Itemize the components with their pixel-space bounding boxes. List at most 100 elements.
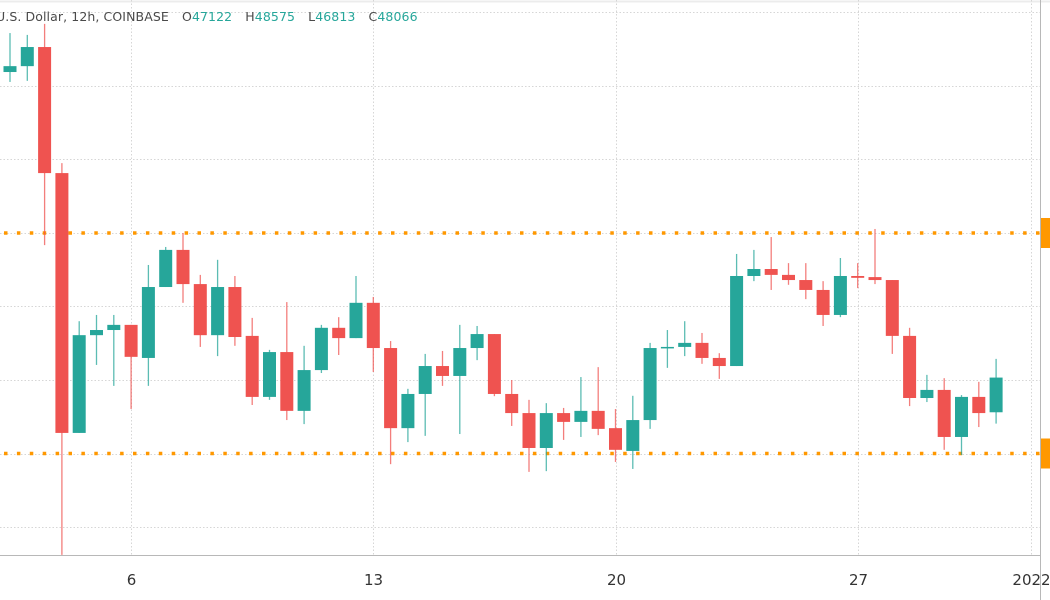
candle-body <box>643 348 657 421</box>
candle-body <box>920 389 934 399</box>
candle[interactable] <box>297 345 311 425</box>
candle[interactable] <box>20 34 34 81</box>
candle[interactable] <box>920 374 934 403</box>
x-tick-label: 20 <box>607 571 626 589</box>
candle[interactable] <box>955 395 968 455</box>
candle[interactable] <box>124 324 138 410</box>
candle[interactable] <box>487 334 501 397</box>
candle[interactable] <box>211 259 225 357</box>
grid <box>0 0 1040 555</box>
candle[interactable] <box>401 388 415 443</box>
candle[interactable] <box>851 263 865 289</box>
open-label: O <box>181 9 192 24</box>
candle-body <box>972 396 986 414</box>
candle[interactable] <box>72 321 86 433</box>
candle[interactable] <box>695 332 709 364</box>
candle[interactable] <box>436 350 449 386</box>
candle-body <box>436 366 449 376</box>
candle-body <box>418 366 432 394</box>
candle[interactable] <box>591 367 605 436</box>
candle-body <box>366 302 380 349</box>
candle[interactable] <box>193 274 207 347</box>
candle[interactable] <box>245 317 259 405</box>
candle-body <box>453 348 467 376</box>
candle-body <box>228 287 242 338</box>
candle-body <box>90 330 103 336</box>
candle-body <box>764 269 778 275</box>
candle[interactable] <box>782 263 795 285</box>
candle[interactable] <box>176 232 190 303</box>
candle[interactable] <box>643 342 657 429</box>
candle[interactable] <box>764 237 778 290</box>
candle[interactable] <box>539 403 553 472</box>
candle[interactable] <box>263 349 276 400</box>
candle[interactable] <box>730 253 744 367</box>
candle[interactable] <box>349 275 363 339</box>
x-tick-label: 2022 <box>1012 571 1050 589</box>
candle-body <box>3 66 17 73</box>
candle[interactable] <box>384 341 398 465</box>
candle[interactable] <box>453 324 467 435</box>
candle-body <box>695 342 709 358</box>
candle-body <box>799 280 813 290</box>
candle-body <box>20 47 34 67</box>
candle-body <box>626 420 640 451</box>
candle[interactable] <box>972 381 986 428</box>
candle-body <box>349 302 363 339</box>
candle[interactable] <box>799 263 813 300</box>
candle[interactable] <box>280 302 294 421</box>
candle[interactable] <box>159 246 173 288</box>
candle[interactable] <box>574 377 588 437</box>
candle[interactable] <box>55 163 69 555</box>
candle[interactable] <box>314 324 328 374</box>
price-axis-level-marker <box>1041 438 1050 469</box>
candle[interactable] <box>833 257 847 318</box>
candle-body <box>539 413 553 448</box>
candle[interactable] <box>747 249 761 282</box>
candle[interactable] <box>470 325 484 361</box>
x-tick-label: 13 <box>364 571 383 589</box>
candle-body <box>193 284 207 336</box>
candle[interactable] <box>609 409 622 462</box>
candle[interactable] <box>418 353 432 436</box>
candle-body <box>833 275 847 315</box>
candle[interactable] <box>141 264 155 386</box>
candle-body <box>505 393 519 414</box>
candle[interactable] <box>505 380 519 426</box>
candle[interactable] <box>626 395 640 469</box>
time-axis[interactable]: 6 13 20 27 2022 <box>127 571 1050 589</box>
candle-body <box>314 327 328 371</box>
candle-body <box>712 357 726 367</box>
candle[interactable] <box>557 407 571 440</box>
candle[interactable] <box>903 327 917 407</box>
candle[interactable] <box>937 378 951 450</box>
candle-body <box>816 289 830 315</box>
candle[interactable] <box>885 280 899 354</box>
candle[interactable] <box>3 33 17 82</box>
close-value: 48066 <box>377 9 418 24</box>
candle[interactable] <box>816 281 830 326</box>
candle-body <box>747 269 761 276</box>
candle-body <box>678 342 692 347</box>
candle[interactable] <box>989 358 1003 424</box>
candle[interactable] <box>868 228 882 285</box>
symbol-label[interactable]: U.S. Dollar, 12h, COINBASE <box>0 9 169 24</box>
candle-body <box>38 47 52 174</box>
candle-body <box>280 352 294 411</box>
candle[interactable] <box>332 317 346 356</box>
candle[interactable] <box>228 275 242 346</box>
horizontal-levels[interactable] <box>4 231 1040 456</box>
candle[interactable] <box>678 321 692 357</box>
low-label: L <box>308 9 316 24</box>
x-tick-label: 27 <box>849 571 868 589</box>
candle-body <box>885 280 899 336</box>
candle[interactable] <box>660 330 674 368</box>
low-value: 46813 <box>315 9 356 24</box>
candle[interactable] <box>522 399 536 472</box>
candle[interactable] <box>712 353 726 379</box>
candle[interactable] <box>38 23 52 246</box>
candle[interactable] <box>107 314 121 386</box>
candle[interactable] <box>90 314 103 365</box>
candle[interactable] <box>366 296 380 372</box>
